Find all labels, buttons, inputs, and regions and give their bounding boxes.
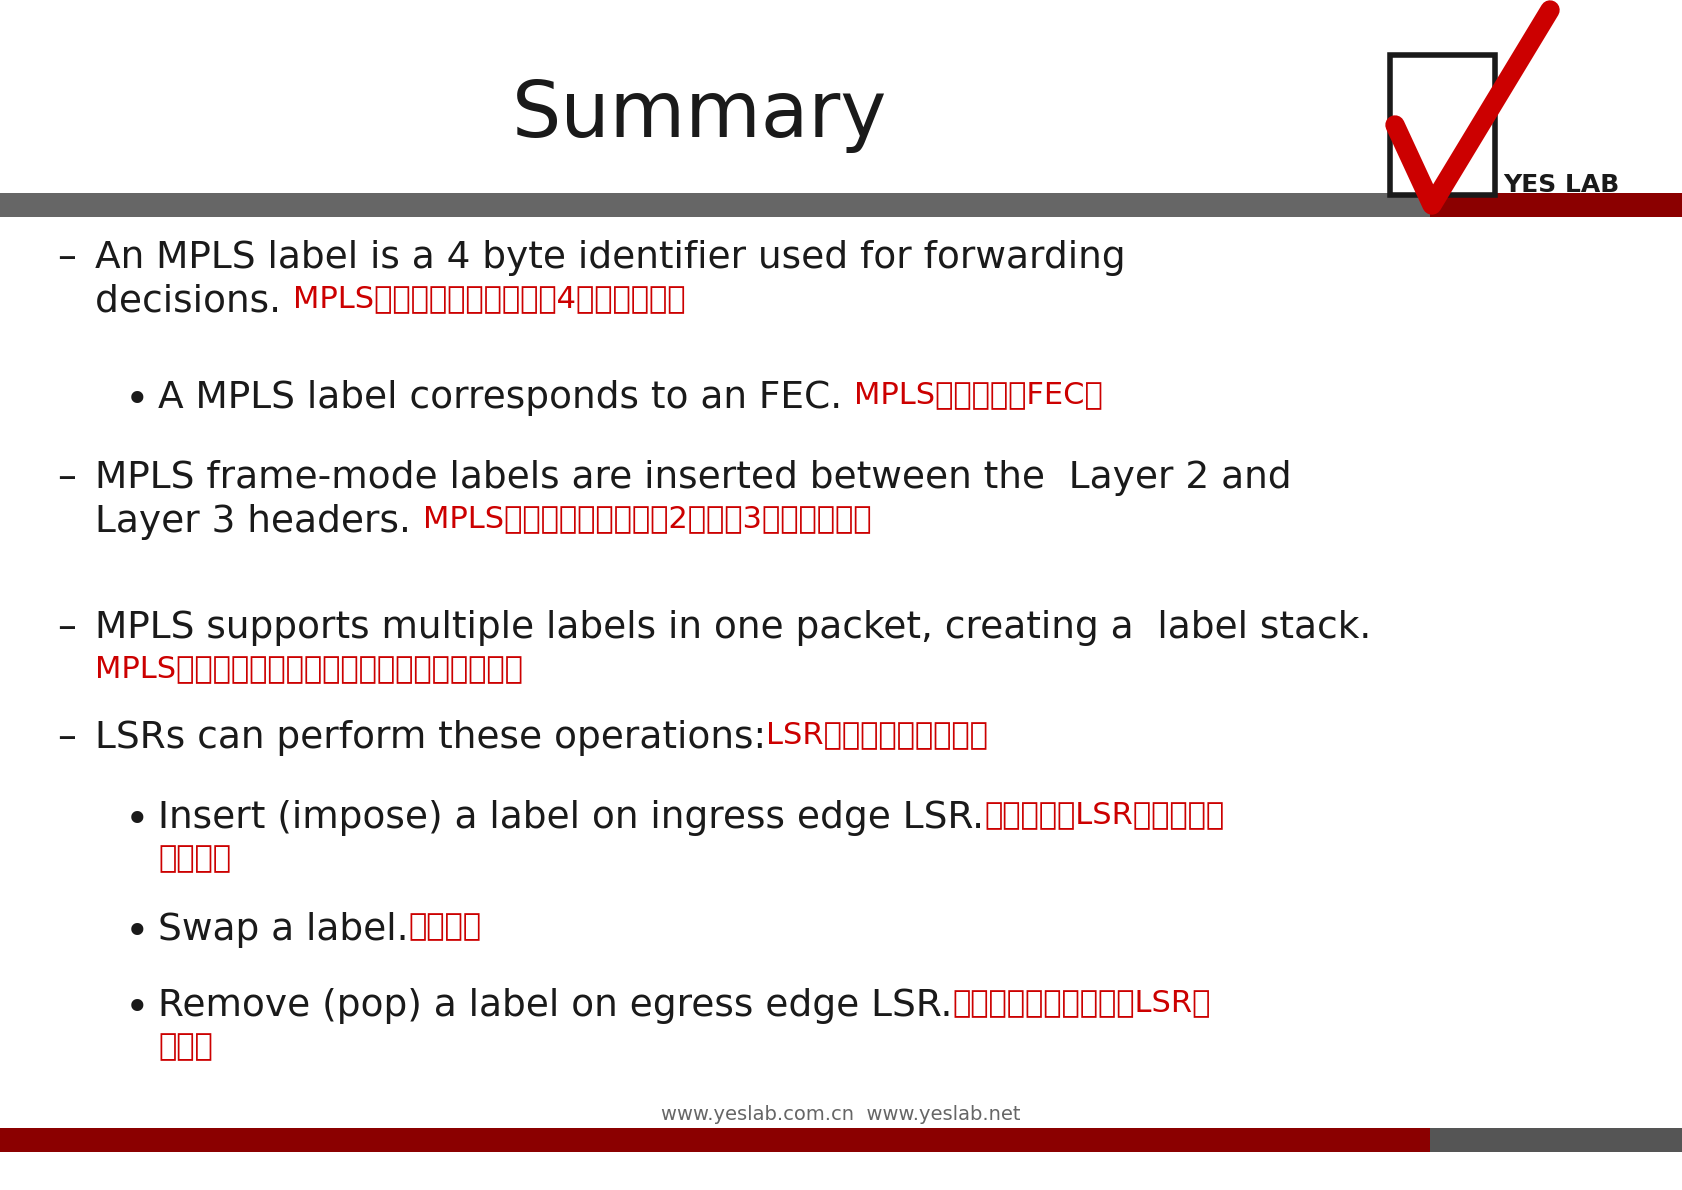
Text: decisions.: decisions. bbox=[94, 284, 293, 320]
Text: 在入口边缘LSR上插入（强: 在入口边缘LSR上插入（强 bbox=[984, 800, 1223, 829]
Text: Insert (impose) a label on ingress edge LSR.: Insert (impose) a label on ingress edge … bbox=[158, 800, 984, 837]
Text: 制）标签: 制）标签 bbox=[158, 844, 230, 873]
Text: MPLS帧模式标签插入在第2层和第3层标头之间。: MPLS帧模式标签插入在第2层和第3层标头之间。 bbox=[422, 505, 871, 533]
Text: Swap a label.: Swap a label. bbox=[158, 912, 409, 948]
Text: Layer 3 headers.: Layer 3 headers. bbox=[94, 505, 422, 540]
Text: –: – bbox=[57, 720, 76, 756]
Text: –: – bbox=[57, 610, 76, 646]
Text: •: • bbox=[124, 988, 150, 1031]
Text: A MPLS label corresponds to an FEC.: A MPLS label corresponds to an FEC. bbox=[158, 380, 853, 416]
Bar bbox=[1430, 1128, 1682, 1152]
Text: MPLS在一个报文中支持多个标签，创建标签栈。: MPLS在一个报文中支持多个标签，创建标签栈。 bbox=[94, 654, 523, 683]
Bar bbox=[0, 193, 1430, 217]
Text: An MPLS label is a 4 byte identifier used for forwarding: An MPLS label is a 4 byte identifier use… bbox=[94, 240, 1125, 276]
Text: www.yeslab.com.cn  www.yeslab.net: www.yeslab.com.cn www.yeslab.net bbox=[661, 1106, 1021, 1125]
Text: •: • bbox=[124, 912, 150, 954]
FancyBboxPatch shape bbox=[1389, 55, 1494, 195]
Text: LSR可以执行以下操作：: LSR可以执行以下操作： bbox=[765, 720, 987, 749]
Text: 交换标签: 交换标签 bbox=[409, 912, 481, 941]
Bar bbox=[0, 1128, 1430, 1152]
Text: •: • bbox=[124, 380, 150, 422]
Text: Summary: Summary bbox=[511, 77, 886, 154]
Text: Remove (pop) a label on egress edge LSR.: Remove (pop) a label on egress edge LSR. bbox=[158, 988, 952, 1025]
Bar bbox=[1430, 193, 1682, 217]
Text: 的标签: 的标签 bbox=[158, 1032, 212, 1061]
Text: –: – bbox=[57, 461, 76, 496]
Text: LSRs can perform these operations:: LSRs can perform these operations: bbox=[94, 720, 765, 756]
Text: MPLS supports multiple labels in one packet, creating a  label stack.: MPLS supports multiple labels in one pac… bbox=[94, 610, 1371, 646]
Text: MPLS标签对应于FEC。: MPLS标签对应于FEC。 bbox=[853, 380, 1102, 409]
Text: –: – bbox=[57, 240, 76, 276]
Text: MPLS frame-mode labels are inserted between the  Layer 2 and: MPLS frame-mode labels are inserted betw… bbox=[94, 461, 1290, 496]
Text: YES LAB: YES LAB bbox=[1502, 173, 1618, 198]
Text: •: • bbox=[124, 800, 150, 843]
Text: MPLS标签是用于转发决定的4字节标识符。: MPLS标签是用于转发决定的4字节标识符。 bbox=[293, 284, 685, 313]
Text: 删除（弹出）出口边缘LSR上: 删除（弹出）出口边缘LSR上 bbox=[952, 988, 1209, 1017]
